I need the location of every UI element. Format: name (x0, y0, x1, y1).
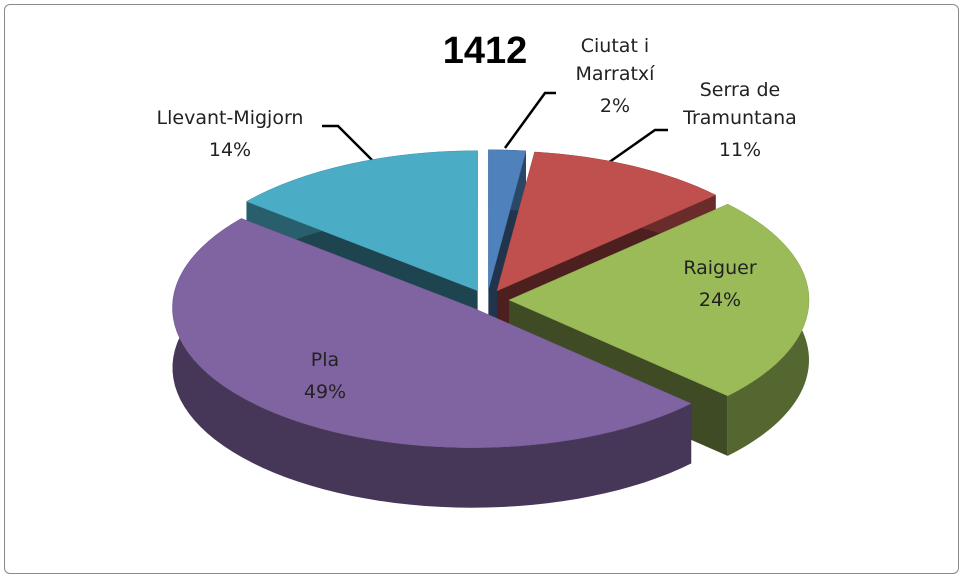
data-label-name: Llevant-Migjorn (156, 107, 304, 129)
data-label-value: 14% (208, 139, 252, 161)
leader-line (607, 128, 668, 165)
data-label-name: Pla (310, 349, 340, 371)
data-label-value: 11% (718, 139, 762, 161)
chart-frame (4, 4, 959, 574)
slice-top (508, 203, 810, 397)
data-label-value: 2% (599, 95, 631, 117)
slice-top (488, 149, 527, 290)
data-label-name: Ciutat i Marratxí (575, 35, 655, 85)
pie-slice (172, 218, 692, 508)
slice-side (172, 218, 692, 508)
data-label-name: Raiguer (683, 257, 757, 279)
pie-slice (245, 150, 478, 351)
leader-line (322, 124, 373, 161)
slice-top (245, 150, 478, 292)
leader-line (503, 91, 556, 149)
data-label-name: Serra de Tramuntana (683, 79, 797, 129)
data-label-value: 24% (698, 289, 742, 311)
slice-top (172, 218, 692, 448)
slice-top (496, 151, 717, 292)
chart-title: 1412 (442, 30, 528, 72)
data-label-value: 49% (303, 381, 347, 403)
